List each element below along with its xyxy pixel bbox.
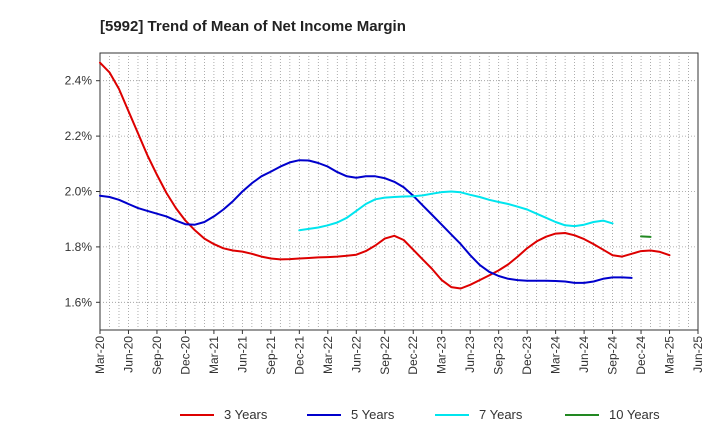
y-tick-label: 1.8% [65, 240, 93, 254]
series-line-5-years [99, 159, 633, 284]
x-tick-label: Jun-23 [463, 336, 477, 373]
series-line-3-years [99, 61, 671, 290]
x-tick-label: Mar-23 [435, 336, 449, 374]
x-tick-label: Mar-24 [549, 336, 563, 374]
legend-label: 7 Years [479, 407, 523, 422]
legend-label: 3 Years [224, 407, 268, 422]
x-tick-label: Sep-21 [264, 336, 278, 375]
legend: 3 Years 5 Years 7 Years 10 Years [180, 407, 660, 422]
x-tick-label: Sep-22 [378, 336, 392, 375]
legend-item: 7 Years [435, 407, 523, 422]
x-tick-label: Dec-24 [634, 336, 648, 375]
legend-label: 5 Years [351, 407, 395, 422]
x-tick-label: Mar-25 [663, 336, 677, 374]
x-tick-label: Dec-23 [520, 336, 534, 375]
x-tick-label: Dec-21 [292, 336, 306, 375]
y-tick-label: 2.4% [65, 74, 93, 88]
series-line-7-years [298, 190, 614, 232]
series-line-10-years [640, 235, 652, 238]
x-tick-label: Jun-24 [577, 336, 591, 373]
y-tick-label: 1.6% [65, 295, 93, 309]
x-tick-label: Sep-20 [150, 336, 164, 375]
y-tick-label: 2.0% [65, 185, 93, 199]
x-tick-label: Jun-20 [121, 336, 135, 373]
chart-title: [5992] Trend of Mean of Net Income Margi… [100, 18, 406, 35]
x-tick-label: Jun-25 [691, 336, 705, 373]
x-tick-label: Mar-20 [93, 336, 107, 374]
x-tick-label: Sep-24 [606, 336, 620, 375]
x-tick-label: Sep-23 [492, 336, 506, 375]
x-tick-label: Mar-21 [207, 336, 221, 374]
legend-item: 3 Years [180, 407, 268, 422]
x-tick-label: Dec-20 [178, 336, 192, 375]
x-tick-label: Dec-22 [406, 336, 420, 375]
x-tick-label: Mar-22 [321, 336, 335, 374]
legend-label: 10 Years [609, 407, 660, 422]
x-tick-label: Jun-21 [235, 336, 249, 373]
plot-area: 1.6% 1.8% 2.0% 2.2% 2.4% Mar-20 Jun-20 Sep-20 De… [65, 52, 705, 375]
x-tick-label: Jun-22 [349, 336, 363, 373]
y-tick-label: 2.2% [65, 129, 93, 143]
plot-frame [99, 52, 699, 331]
legend-item: 5 Years [307, 407, 395, 422]
legend-item: 10 Years [565, 407, 660, 422]
